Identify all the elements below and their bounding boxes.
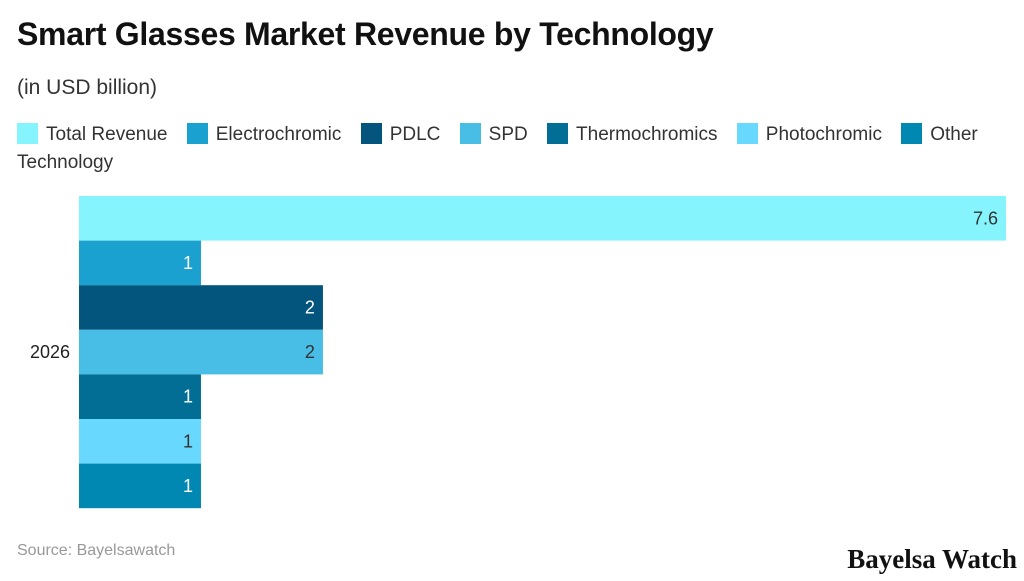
- legend-label: Photochromic: [765, 124, 882, 145]
- legend-label: Electrochromic: [215, 124, 342, 145]
- bar-electrochromic: [79, 240, 201, 286]
- legend-swatch: [901, 123, 923, 144]
- data-label: 2: [305, 342, 315, 362]
- data-label: 1: [183, 253, 193, 273]
- chart-subtitle: (in USD billion): [17, 76, 158, 99]
- legend: Total Revenue Electrochromic PDLC SPD Th…: [17, 121, 1007, 177]
- bar-pdlc: [79, 285, 323, 330]
- legend-label: Thermochromics: [576, 124, 718, 145]
- legend-label: PDLC: [389, 124, 441, 145]
- bar-spd: [79, 329, 323, 375]
- legend-swatch: [360, 123, 382, 144]
- data-label: 2: [305, 298, 315, 318]
- category-label: 2026: [30, 342, 70, 362]
- legend-item: PDLC: [360, 123, 441, 145]
- bar-photochromic: [79, 419, 201, 464]
- brand-logo: Bayelsa Watch: [847, 544, 1017, 574]
- legend-swatch: [186, 123, 208, 144]
- source-note: Source: Bayelsawatch: [17, 542, 176, 559]
- chart-title: Smart Glasses Market Revenue by Technolo…: [17, 16, 714, 52]
- legend-label: Total Revenue: [46, 124, 168, 145]
- bar-other-technology: [79, 463, 201, 509]
- data-label: 1: [183, 387, 193, 407]
- data-label: 1: [183, 476, 193, 496]
- bar-total-revenue: [79, 196, 1006, 241]
- legend-item: SPD: [459, 123, 528, 145]
- legend-item: Electrochromic: [186, 123, 342, 145]
- data-label: 1: [183, 431, 193, 451]
- bar-thermochromics: [79, 374, 201, 419]
- legend-label: SPD: [488, 124, 528, 145]
- legend-swatch: [736, 123, 758, 144]
- data-label: 7.6: [973, 208, 998, 228]
- legend-swatch: [17, 123, 38, 144]
- legend-swatch: [459, 123, 481, 144]
- legend-item: Other Technology: [17, 123, 978, 173]
- legend-label: Other Technology: [17, 124, 978, 173]
- legend-item: Photochromic: [736, 123, 882, 145]
- legend-item: Thermochromics: [547, 123, 718, 145]
- legend-swatch: [547, 123, 569, 144]
- legend-item: Total Revenue: [17, 123, 168, 145]
